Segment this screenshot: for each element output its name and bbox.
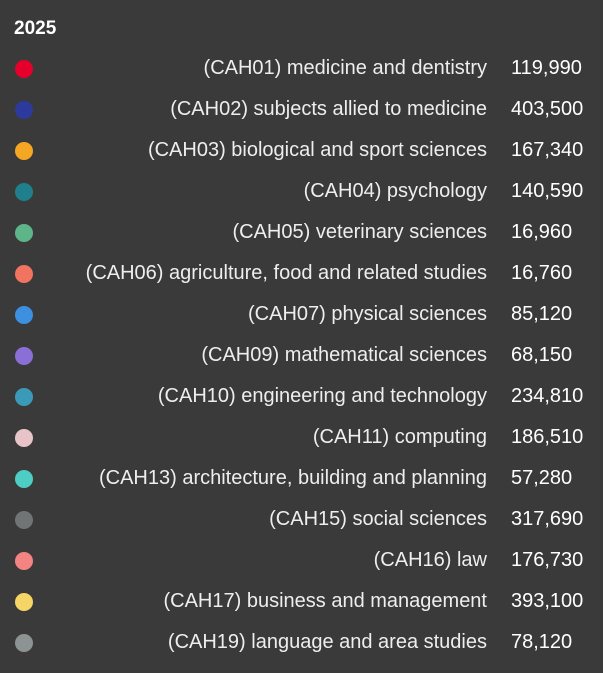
item-label: (CAH01) medicine and dentistry <box>203 57 487 79</box>
item-value: 16,760 <box>511 262 573 284</box>
item-label: (CAH15) social sciences <box>269 508 487 530</box>
legend-dot <box>15 265 33 283</box>
item-value: 16,960 <box>511 221 573 243</box>
legend-dot <box>15 224 33 242</box>
item-value: 167,340 <box>511 139 584 161</box>
item-label: (CAH02) subjects allied to medicine <box>170 98 487 120</box>
item-label: (CAH19) language and area studies <box>167 631 487 653</box>
legend-dot <box>15 142 33 160</box>
item-value: 403,500 <box>511 98 584 120</box>
item-label: (CAH05) veterinary sciences <box>232 221 487 243</box>
item-label: (CAH17) business and management <box>163 590 487 612</box>
item-value: 176,730 <box>511 549 584 571</box>
legend-dot <box>15 101 33 119</box>
item-value: 317,690 <box>511 508 584 530</box>
tooltip-title: 2025 <box>14 18 57 39</box>
item-label: (CAH16) law <box>373 549 487 571</box>
legend-dot <box>15 183 33 201</box>
legend-dot <box>15 552 33 570</box>
legend-dot <box>15 388 33 406</box>
item-value: 68,150 <box>511 344 573 366</box>
item-value: 78,120 <box>511 631 573 653</box>
legend-dot <box>15 634 33 652</box>
item-value: 119,990 <box>511 57 582 79</box>
legend-dot <box>15 511 33 529</box>
item-value: 234,810 <box>511 385 584 407</box>
item-value: 393,100 <box>511 590 584 612</box>
item-label: (CAH11) computing <box>312 426 487 448</box>
item-value: 186,510 <box>511 426 584 448</box>
legend-dot <box>15 470 33 488</box>
legend-dot <box>15 429 33 447</box>
item-label: (CAH04) psychology <box>303 180 487 202</box>
item-label: (CAH10) engineering and technology <box>157 385 487 407</box>
legend-dot <box>15 60 33 78</box>
item-value: 57,280 <box>511 467 573 489</box>
legend-dot <box>15 593 33 611</box>
item-value: 85,120 <box>511 303 573 325</box>
item-label: (CAH13) architecture, building and plann… <box>98 467 487 489</box>
item-label: (CAH06) agriculture, food and related st… <box>85 262 487 284</box>
item-label: (CAH07) physical sciences <box>248 303 487 325</box>
legend-dot <box>15 306 33 324</box>
legend-dot <box>15 347 33 365</box>
item-label: (CAH09) mathematical sciences <box>201 344 487 366</box>
item-value: 140,590 <box>511 180 584 202</box>
item-label: (CAH03) biological and sport sciences <box>147 139 487 161</box>
